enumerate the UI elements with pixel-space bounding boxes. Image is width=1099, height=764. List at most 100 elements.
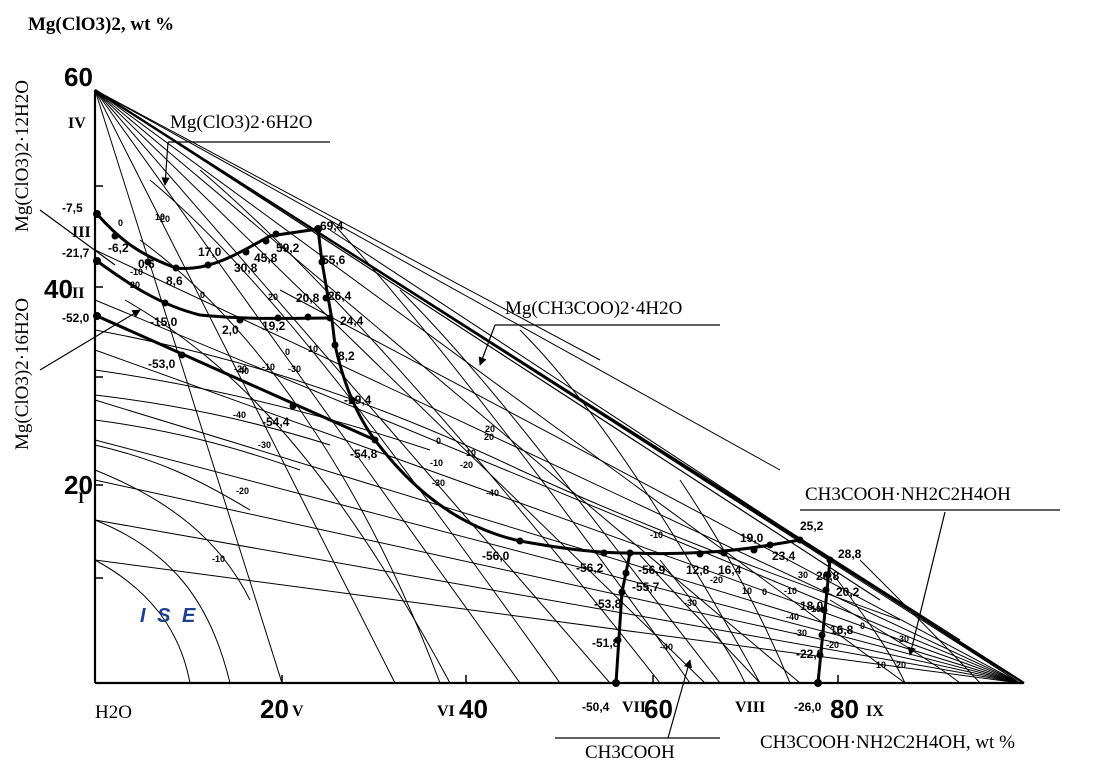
point-label: 18,0	[800, 599, 824, 613]
point-label: -6,2	[108, 241, 129, 255]
x-tick-20: 20	[260, 694, 289, 724]
isotherm-label: 10	[308, 344, 318, 354]
isotherm-label: 0	[762, 587, 767, 597]
isotherm-label: 20	[896, 660, 906, 670]
y-axis-title: Mg(ClO3)2, wt %	[28, 14, 174, 35]
label-mg-dodecahydrate: Mg(ClO3)2·12H2O	[12, 80, 33, 232]
roman-vii: VII	[622, 699, 646, 716]
isotherm-label: -20	[236, 486, 249, 496]
y-tick-20: 20	[64, 470, 93, 500]
origin-label: H2O	[95, 702, 132, 723]
point-label: -26,0	[794, 700, 822, 714]
roman-vi: VI	[437, 703, 455, 720]
x-axis-title: CH3COOH·NH2C2H4OH, wt %	[760, 732, 1015, 753]
isotherm-label: -20	[460, 460, 473, 470]
point-label: 69,4	[320, 219, 344, 233]
point-label: 55,6	[322, 253, 346, 267]
point-label: -50,4	[582, 700, 610, 714]
isotherm-label: 10	[466, 448, 476, 458]
point-label: 8,2	[338, 349, 355, 363]
point-label: -53,0	[148, 357, 176, 371]
point-label: 16,8	[830, 623, 854, 637]
isotherm-label: 0	[118, 218, 123, 228]
point-label: 0,6	[138, 257, 155, 271]
roman-viii: VIII	[735, 699, 765, 716]
label-mg-acetate: Mg(CH3COO)2·4H2O	[505, 298, 682, 319]
point-label: 20,8	[296, 291, 320, 305]
label-mg-hexadecahydrate: Mg(ClO3)2·16H2O	[12, 298, 33, 450]
roman-i: I	[78, 490, 84, 507]
point-label: -56,0	[482, 549, 510, 563]
isotherm-label: -30	[432, 478, 445, 488]
roman-iv: IV	[68, 115, 86, 132]
isotherm-label: -40	[660, 642, 673, 652]
point-label: 25,2	[800, 519, 824, 533]
point-label: 26,8	[816, 569, 840, 583]
isotherm-label: -20	[234, 364, 247, 374]
point-label: -51,8	[592, 636, 620, 650]
point-label: 30,8	[234, 261, 258, 275]
isotherm-label: -10	[262, 362, 275, 372]
isotherm-label: -40	[236, 366, 249, 376]
isotherm-label: 0	[285, 347, 290, 357]
point-label: 16,4	[718, 563, 742, 577]
point-label: -19,4	[344, 393, 372, 407]
isotherm-label: -30	[794, 628, 807, 638]
point-label: 24,4	[340, 314, 364, 328]
isotherm-label: 0	[200, 290, 205, 300]
point-label: 45,8	[254, 251, 278, 265]
point-label: 2,0	[222, 323, 239, 337]
isotherm-label: -40	[786, 612, 799, 622]
point-label: -21,7	[62, 246, 90, 260]
isotherm-label: -30	[258, 440, 271, 450]
isotherm-label: -10	[650, 530, 663, 540]
x-tick-60: 60	[644, 694, 673, 724]
isotherm-lines	[94, 89, 1021, 684]
roman-ix: IX	[866, 703, 884, 720]
isotherm-label: 20	[485, 424, 495, 434]
point-label: -55,7	[632, 580, 660, 594]
leader-lines	[39, 141, 1060, 739]
isotherm-label: -20	[710, 575, 723, 585]
y-tick-40: 40	[44, 274, 73, 304]
isotherm-label: -10	[212, 554, 225, 564]
point-label: 8,6	[166, 274, 183, 288]
label-acetic-acid: CH3COOH	[585, 742, 675, 763]
point-label: -52,0	[62, 311, 90, 325]
point-label: 59,2	[276, 241, 300, 255]
point-label: 19,0	[740, 531, 764, 545]
point-label: -7,5	[62, 201, 83, 215]
point-label: 26,4	[328, 289, 352, 303]
x-tick-80: 80	[830, 694, 859, 724]
isotherm-label: 30	[798, 570, 808, 580]
isotherm-label: -30	[288, 364, 301, 374]
isotherm-label: -20	[826, 640, 839, 650]
point-labels: -7,5 -6,2 -21,7 -52,0 0,6 8,6 17,0 30,845,859,2…	[62, 201, 862, 714]
point-label: -22,8	[796, 647, 824, 661]
point-label: 17,0	[198, 245, 222, 259]
point-label: 28,8	[838, 547, 862, 561]
x-tick-40: 40	[459, 694, 488, 724]
point-label: 20,2	[836, 585, 860, 599]
point-label: -56,9	[638, 563, 666, 577]
roman-v: V	[292, 703, 304, 720]
isotherm-label: 10	[742, 586, 752, 596]
point-label: 23,4	[772, 549, 796, 563]
isotherm-label: 20	[160, 214, 170, 224]
label-mg-hexahydrate: Mg(ClO3)2·6H2O	[170, 112, 313, 133]
isotherm-label: 20	[484, 432, 494, 442]
label-ice: I S E	[140, 605, 198, 627]
point-label: -53,8	[594, 597, 622, 611]
point-label: -54,4	[262, 415, 290, 429]
point-label: 19,2	[262, 319, 286, 333]
isotherm-label: -10	[784, 586, 797, 596]
isotherm-label: 10	[155, 212, 165, 222]
point-label: -56,2	[576, 561, 604, 575]
isotherm-label: 30	[899, 634, 909, 644]
isotherm-label: 0	[860, 621, 865, 631]
isotherm-label: 20	[268, 292, 278, 302]
isotherm-label: 20	[130, 280, 140, 290]
isotherm-label: -10	[808, 604, 821, 614]
